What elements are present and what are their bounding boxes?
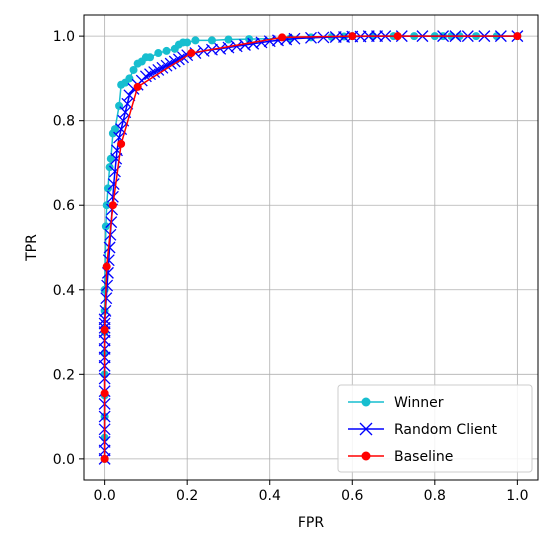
x-tick-label: 0.4 — [259, 488, 281, 504]
data-point — [148, 66, 161, 79]
data-point — [152, 63, 165, 76]
legend-item: Random Client — [348, 422, 497, 438]
x-tick-label: 0.0 — [94, 488, 116, 504]
data-point — [160, 59, 173, 72]
legend-item: Winner — [348, 395, 444, 411]
data-point — [154, 49, 163, 58]
legend-label: Winner — [394, 395, 444, 411]
data-point — [156, 61, 169, 74]
y-tick-label: 0.2 — [53, 367, 75, 383]
data-point — [100, 389, 109, 398]
x-tick-label: 0.8 — [424, 488, 446, 504]
y-tick-label: 0.4 — [53, 283, 75, 299]
data-point — [146, 53, 155, 62]
legend-box — [337, 384, 533, 473]
data-point — [162, 46, 171, 55]
data-point — [183, 38, 192, 47]
x-axis-ticks: 0.0 0.2 0.4 0.6 0.8 1.0 — [94, 480, 528, 504]
data-point — [101, 222, 110, 231]
plot-frame — [83, 14, 539, 481]
legend-marker — [361, 451, 371, 461]
legend-label: Random Client — [394, 422, 497, 438]
data-point — [108, 201, 117, 210]
data-point — [144, 68, 156, 81]
data-point — [393, 32, 402, 41]
data-point — [106, 154, 115, 163]
data-point — [125, 74, 134, 83]
data-point — [133, 82, 142, 91]
data-point — [105, 163, 114, 172]
data-point — [123, 89, 136, 102]
legend-label: Baseline — [394, 449, 453, 465]
data-point — [102, 201, 111, 210]
data-point — [110, 125, 119, 134]
y-tick-label: 0.6 — [53, 198, 75, 214]
data-point — [207, 36, 216, 45]
data-point — [513, 32, 522, 41]
x-tick-label: 0.2 — [176, 488, 198, 504]
grid — [84, 15, 538, 480]
data-point — [107, 178, 120, 191]
y-tick-label: 0.8 — [53, 114, 75, 130]
data-point — [103, 241, 116, 254]
data-point — [102, 262, 111, 271]
legend-item: Baseline — [348, 449, 453, 465]
series-layer — [98, 30, 524, 465]
legend: Winner Random Client Baseline — [337, 384, 533, 473]
legend-marker — [359, 422, 373, 436]
data-point — [278, 33, 287, 42]
data-point — [187, 49, 196, 58]
y-axis-label: TPR — [24, 234, 40, 262]
data-point — [305, 31, 317, 44]
data-point — [129, 65, 138, 74]
series-baseline — [100, 32, 522, 463]
data-point — [191, 36, 200, 45]
data-point — [106, 190, 119, 203]
data-point — [348, 32, 357, 41]
x-tick-label: 1.0 — [506, 488, 528, 504]
series-line — [103, 35, 518, 459]
y-axis-ticks: 0.0 0.2 0.4 0.6 0.8 1.0 — [53, 29, 84, 468]
data-point — [101, 279, 114, 292]
data-point — [224, 35, 233, 44]
legend-marker — [361, 397, 371, 407]
data-point — [117, 139, 126, 148]
x-tick-label: 0.6 — [341, 488, 363, 504]
x-axis-label: FPR — [298, 515, 324, 531]
data-point — [100, 454, 109, 463]
data-point — [288, 32, 301, 45]
data-point — [100, 325, 109, 334]
data-point — [103, 184, 112, 193]
y-tick-label: 1.0 — [53, 29, 75, 45]
y-tick-label: 0.0 — [53, 452, 75, 468]
data-point — [164, 57, 177, 70]
